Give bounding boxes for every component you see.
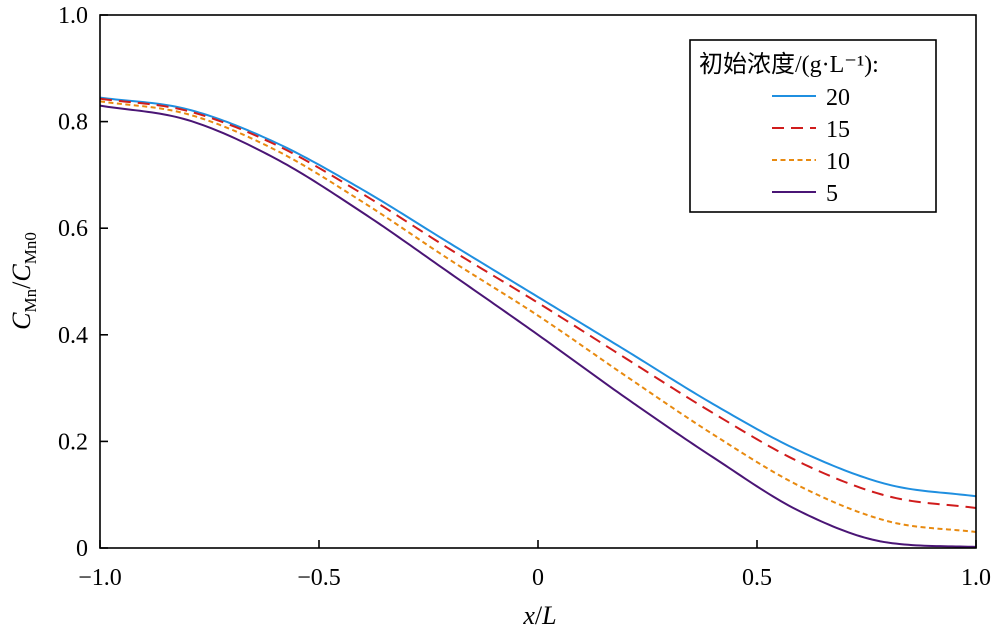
y-tick-label: 0 bbox=[76, 536, 88, 562]
series-line-10 bbox=[99, 100, 977, 534]
x-tick-label: 0.5 bbox=[742, 565, 772, 591]
legend-box bbox=[689, 39, 937, 213]
axis-ticks: −1.0 −0.5 0 0.5 1.0 0 0.2 0.4 0.6 0.8 1.0 bbox=[58, 3, 991, 591]
plot-lines bbox=[99, 96, 977, 548]
series-line-5 bbox=[99, 104, 977, 548]
x-tick-label: −1.0 bbox=[78, 565, 122, 591]
legend: 初始浓度/(g·L⁻¹): 20 15 10 5 bbox=[689, 39, 937, 213]
legend-label-5: 5 bbox=[826, 181, 838, 207]
x-tick-label: 1.0 bbox=[961, 565, 991, 591]
series-line-20 bbox=[99, 96, 977, 498]
y-tick-label: 1.0 bbox=[58, 3, 88, 29]
x-tick-label: 0 bbox=[532, 565, 544, 591]
legend-label-15: 15 bbox=[826, 117, 850, 143]
y-tick-label: 0.8 bbox=[58, 110, 88, 136]
x-tick-label: −0.5 bbox=[297, 565, 341, 591]
y-tick-label: 0.6 bbox=[58, 216, 88, 242]
legend-label-20: 20 bbox=[826, 85, 850, 111]
legend-label-10: 10 bbox=[826, 149, 850, 175]
legend-items: 20 15 10 5 bbox=[772, 85, 850, 207]
y-tick-label: 0.4 bbox=[58, 323, 88, 349]
x-axis-title: x/L bbox=[522, 601, 556, 630]
y-tick-label: 0.2 bbox=[58, 429, 88, 455]
legend-title: 初始浓度/(g·L⁻¹): bbox=[699, 51, 879, 78]
y-axis-title: CMn/CMn0 bbox=[7, 232, 40, 330]
